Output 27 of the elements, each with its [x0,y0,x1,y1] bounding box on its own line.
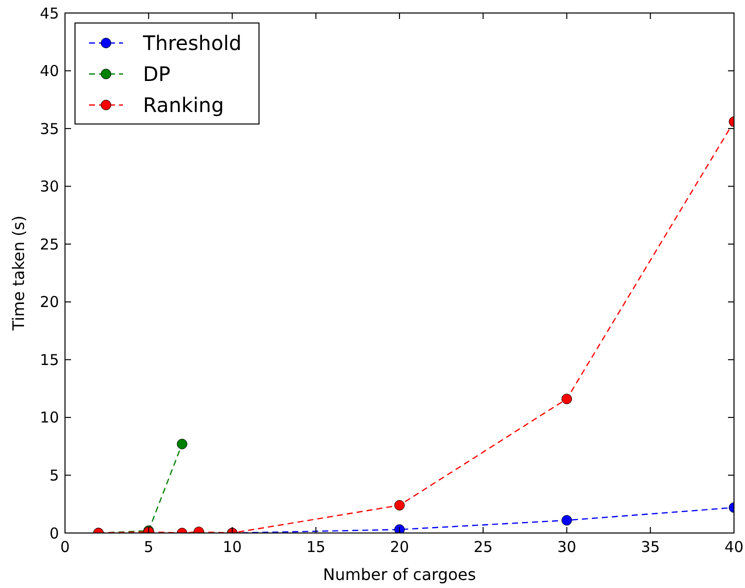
y-tick-label: 40 [40,62,59,80]
y-tick-label: 25 [40,235,59,254]
y-tick-label: 45 [40,4,59,22]
y-tick-label: 5 [49,466,59,484]
x-tick-label: 10 [222,538,242,556]
point [562,394,572,404]
x-tick-label: 25 [474,538,493,556]
x-tick-label: 35 [640,538,660,556]
x-tick-label: 5 [144,538,154,556]
x-tick-label: 20 [390,538,410,556]
y-tick-label: 10 [40,408,59,427]
y-tick-label: 15 [40,350,59,369]
legend-label: DP [143,62,170,86]
point [394,524,405,533]
y-tick-label: 35 [40,120,59,138]
x-tick-label: 15 [306,538,326,556]
point [176,438,188,450]
y-tick-label: 20 [40,293,59,312]
x-axis-title: Number of cargoes [323,565,476,584]
y-tick-label: 30 [40,178,59,196]
legend-label: Ranking [143,93,224,117]
x-tick-label: 40 [724,538,744,556]
y-axis-title: Time taken (s) [9,216,28,332]
legend-label: Threshold [142,31,242,55]
y-tick-label: 0 [49,524,59,542]
x-tick-label: 30 [557,538,576,556]
x-tick-label: 0 [60,538,70,556]
